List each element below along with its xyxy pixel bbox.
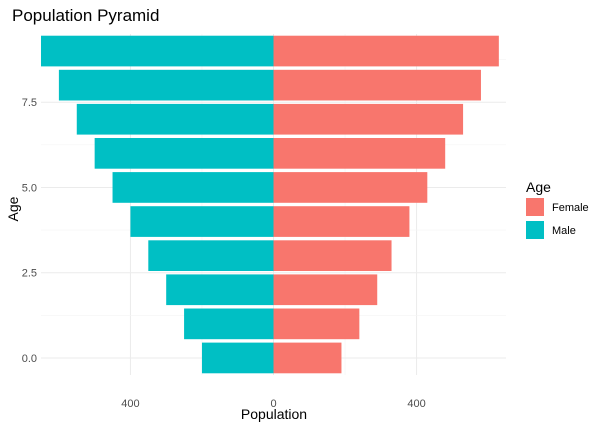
x-axis-title: Population [241, 406, 307, 422]
legend: Age Female Male [526, 179, 589, 239]
bar-male-age-5 [112, 172, 274, 203]
bar-female-age-3 [273, 240, 392, 271]
y-tick-label: 7.5 [22, 97, 37, 109]
legend-label-female: Female [552, 202, 589, 214]
bar-female-age-9 [273, 35, 499, 67]
bar-female-age-7 [273, 103, 464, 135]
legend-label-male: Male [552, 225, 576, 237]
x-axis-ticks: 400 0 400 [121, 398, 426, 410]
bar-male-age-3 [148, 240, 274, 271]
bar-female-age-5 [273, 172, 428, 203]
y-tick-label: 2.5 [22, 268, 37, 280]
bars [41, 35, 499, 374]
bar-female-age-1 [273, 308, 360, 340]
bar-female-age-2 [273, 274, 378, 306]
bar-female-age-6 [273, 138, 446, 169]
bar-male-age-1 [184, 308, 274, 340]
y-tick-label: 0.0 [22, 353, 37, 365]
bar-male-age-6 [94, 138, 274, 169]
bar-male-age-0 [201, 342, 274, 374]
bar-male-age-9 [41, 35, 274, 67]
bar-female-age-0 [273, 342, 342, 374]
x-tick-label: 400 [121, 398, 139, 410]
legend-title: Age [526, 179, 551, 195]
x-tick-label: 0 [270, 398, 276, 410]
bar-male-age-4 [130, 206, 274, 237]
chart-title: Population Pyramid [12, 6, 159, 25]
x-tick-label: 400 [407, 398, 425, 410]
y-tick-label: 5.0 [22, 182, 37, 194]
bar-female-age-8 [273, 69, 481, 101]
legend-key-female [526, 198, 544, 216]
bar-male-age-8 [58, 69, 274, 101]
y-axis-title: Age [5, 196, 21, 221]
y-axis-ticks: 0.0 2.5 5.0 7.5 [22, 97, 37, 365]
bar-male-age-7 [76, 103, 274, 135]
bar-male-age-2 [166, 274, 274, 306]
bar-female-age-4 [273, 206, 410, 237]
legend-key-male [526, 221, 544, 239]
